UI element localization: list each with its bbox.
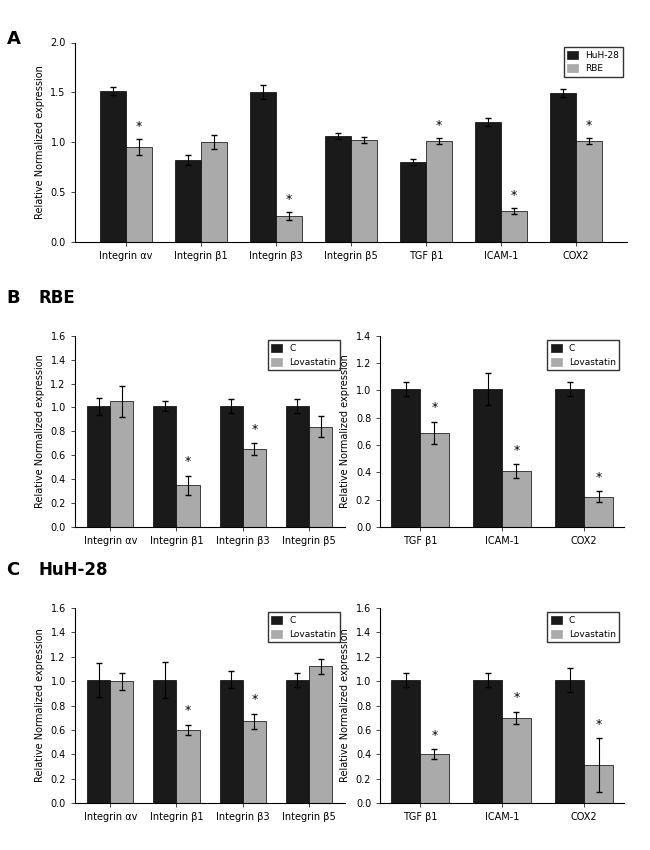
Bar — [177, 730, 200, 803]
Bar — [242, 722, 266, 803]
Y-axis label: Relative Normalized expression: Relative Normalized expression — [341, 354, 350, 508]
Bar — [351, 140, 377, 242]
Bar — [276, 216, 302, 242]
Bar — [556, 680, 584, 803]
Text: *: * — [436, 119, 442, 133]
Bar — [286, 406, 309, 527]
Text: *: * — [185, 705, 191, 717]
Text: C: C — [6, 561, 20, 579]
Text: *: * — [514, 444, 519, 456]
Bar — [250, 93, 276, 242]
Bar — [501, 212, 527, 242]
Bar — [576, 141, 602, 242]
Bar — [153, 680, 177, 803]
Bar — [391, 389, 420, 527]
Bar — [111, 681, 133, 803]
Text: *: * — [595, 717, 602, 731]
Bar — [400, 162, 426, 242]
Bar — [584, 497, 613, 527]
Bar — [502, 471, 531, 527]
Text: HuH-28: HuH-28 — [39, 561, 109, 579]
Text: *: * — [432, 728, 437, 742]
Legend: C, Lovastatin: C, Lovastatin — [547, 340, 619, 371]
Bar — [309, 427, 332, 527]
Bar — [550, 94, 576, 242]
Bar — [474, 122, 501, 242]
Bar — [420, 433, 448, 527]
Bar — [220, 680, 242, 803]
Bar — [420, 755, 448, 803]
Legend: C, Lovastatin: C, Lovastatin — [268, 340, 340, 371]
Text: *: * — [432, 401, 437, 414]
Y-axis label: Relative Normalized expression: Relative Normalized expression — [35, 628, 45, 783]
Text: *: * — [286, 193, 292, 207]
Text: *: * — [595, 471, 602, 484]
Text: *: * — [252, 422, 257, 436]
Text: *: * — [252, 694, 257, 706]
Legend: HuH-28, RBE: HuH-28, RBE — [564, 47, 623, 77]
Bar — [153, 406, 177, 527]
Bar — [325, 136, 351, 242]
Bar — [175, 161, 201, 242]
Bar — [556, 389, 584, 527]
Text: *: * — [511, 190, 517, 202]
Text: *: * — [514, 691, 519, 704]
Legend: C, Lovastatin: C, Lovastatin — [268, 612, 340, 643]
Y-axis label: Relative Normalized expression: Relative Normalized expression — [35, 65, 45, 219]
Bar — [391, 680, 420, 803]
Y-axis label: Relative Normalized expression: Relative Normalized expression — [341, 628, 350, 783]
Bar — [220, 406, 242, 527]
Bar — [111, 401, 133, 527]
Bar — [473, 389, 502, 527]
Bar — [87, 680, 111, 803]
Bar — [309, 666, 332, 803]
Y-axis label: Relative Normalized expression: Relative Normalized expression — [35, 354, 45, 508]
Bar — [426, 141, 452, 242]
Text: *: * — [185, 455, 191, 468]
Bar — [87, 406, 111, 527]
Bar — [584, 765, 613, 803]
Bar — [126, 147, 152, 242]
Bar — [100, 92, 126, 242]
Bar — [473, 680, 502, 803]
Bar — [177, 485, 200, 527]
Legend: C, Lovastatin: C, Lovastatin — [547, 612, 619, 643]
Text: *: * — [136, 121, 142, 133]
Bar — [242, 450, 266, 527]
Text: RBE: RBE — [39, 289, 76, 307]
Bar — [201, 143, 227, 242]
Text: *: * — [586, 119, 592, 133]
Text: A: A — [6, 30, 20, 48]
Bar — [286, 680, 309, 803]
Bar — [502, 717, 531, 803]
Text: B: B — [6, 289, 20, 307]
